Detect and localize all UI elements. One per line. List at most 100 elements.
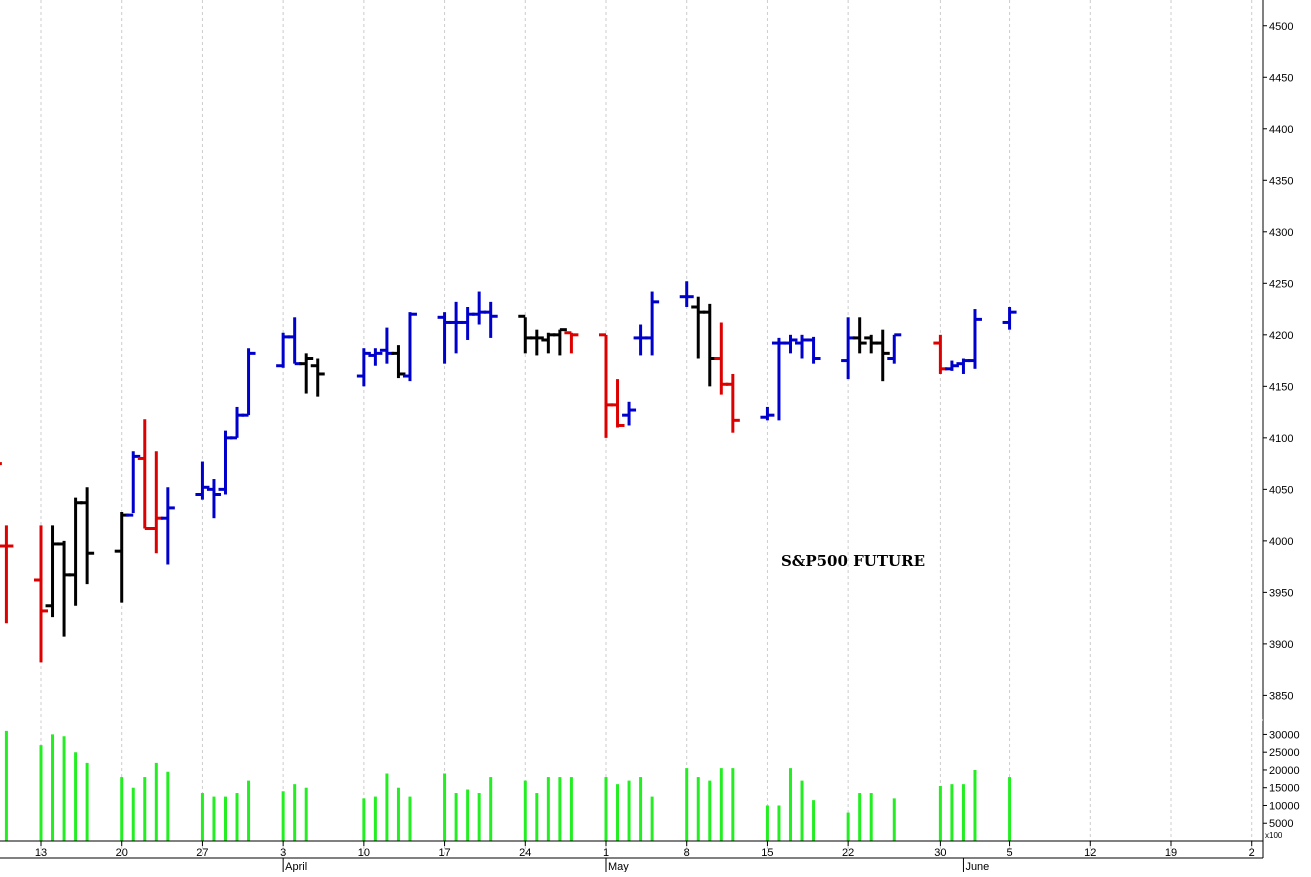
ohlc-bar	[760, 406, 775, 421]
price-tick-label: 4300	[1269, 227, 1293, 239]
date-tick-label: 10	[358, 847, 370, 859]
ohlc-bar	[702, 303, 717, 387]
ohlc-bar	[645, 291, 660, 356]
price-tick-label: 4250	[1269, 278, 1293, 290]
ohlc-bar	[967, 309, 982, 369]
ohlc-bar	[241, 348, 256, 417]
price-tick-label: 4150	[1269, 381, 1293, 393]
ohlc-bar	[137, 419, 152, 531]
ohlc-bar	[622, 401, 637, 426]
price-tick-label: 4000	[1269, 536, 1293, 548]
volume-tick-label: 15000	[1269, 783, 1300, 795]
date-tick-label: 15	[761, 847, 773, 859]
date-tick-label: 27	[196, 847, 208, 859]
month-label: April	[285, 861, 307, 872]
ohlc-bar	[391, 345, 406, 379]
ohlc-bar	[0, 462, 2, 466]
ohlc-bar	[852, 317, 867, 354]
date-tick-label: 19	[1165, 847, 1177, 859]
ohlc-bar	[806, 336, 821, 364]
ohlc-bar	[795, 334, 810, 359]
ohlc-bar	[599, 333, 613, 438]
volume-tick-label: 10000	[1269, 800, 1300, 812]
ohlc-bar	[437, 312, 452, 364]
ohlc-bar	[610, 379, 625, 428]
ohlc-bar	[679, 281, 694, 308]
ohlc-bar	[206, 479, 221, 519]
price-tick-label: 4350	[1269, 175, 1293, 187]
date-tick-label: 12	[1084, 847, 1096, 859]
chart-title: S&P500 FUTURE	[781, 552, 925, 570]
price-tick-label: 3900	[1269, 639, 1293, 651]
volume-bars	[4, 730, 1012, 841]
volume-tick-label: 20000	[1269, 765, 1300, 777]
ohlc-bar	[449, 301, 464, 354]
volume-tick-label: 5000	[1269, 818, 1293, 830]
ohlc-bar	[230, 406, 245, 440]
ohlc-bar	[57, 540, 72, 637]
volume-unit-label: x100	[1265, 831, 1283, 840]
ohlc-bar	[483, 301, 498, 338]
ohlc-bar	[34, 525, 48, 663]
date-tick-label: 20	[116, 847, 128, 859]
ohlc-bar	[310, 358, 325, 397]
date-tick-label: 24	[519, 847, 531, 859]
ohlc-bar	[80, 487, 95, 585]
ohlc-bar	[725, 373, 740, 433]
date-tick-label: 30	[934, 847, 946, 859]
price-tick-label: 4500	[1269, 21, 1293, 33]
ohlc-bar	[518, 314, 533, 354]
ohlc-bar	[299, 353, 314, 394]
ohlc-bar	[287, 317, 302, 366]
ohlc-bar	[1002, 307, 1017, 330]
ohlc-bar	[45, 525, 60, 618]
ohlc-bar	[841, 317, 856, 380]
date-tick-label: 3	[280, 847, 286, 859]
month-label: May	[608, 861, 629, 872]
volume-tick-label: 30000	[1269, 729, 1300, 741]
price-tick-label: 4450	[1269, 72, 1293, 84]
ohlc-bar	[402, 312, 417, 382]
ohlc-bar	[126, 451, 141, 517]
ohlc-bar	[368, 348, 383, 366]
ohlc-bar	[944, 360, 959, 371]
ohlc-bar	[887, 333, 902, 364]
ohlc-bar	[783, 334, 798, 354]
ohlc-bar	[114, 512, 129, 603]
price-tick-label: 3850	[1269, 690, 1293, 702]
month-label: June	[965, 861, 989, 872]
price-tick-label: 4100	[1269, 433, 1293, 445]
price-bars	[0, 281, 1017, 663]
price-tick-label: 4200	[1269, 330, 1293, 342]
price-tick-label: 4400	[1269, 124, 1293, 136]
ohlc-bar	[160, 487, 175, 565]
gridlines	[40, 0, 1253, 858]
price-tick-label: 4050	[1269, 484, 1293, 496]
ohlc-bar	[552, 328, 567, 356]
ohlc-bar	[875, 329, 890, 382]
price-tick-label: 3950	[1269, 587, 1293, 599]
ohlc-bar	[771, 337, 786, 421]
date-tick-label: 2	[1249, 847, 1255, 859]
ohlc-bar	[564, 331, 579, 354]
date-tick-label: 13	[35, 847, 47, 859]
date-tick-label: 8	[684, 847, 690, 859]
date-tick-label: 17	[438, 847, 450, 859]
ohlc-bar	[529, 329, 544, 356]
ohlc-bar	[68, 497, 83, 606]
ohlc-bar	[218, 430, 233, 495]
date-tick-label: 5	[1007, 847, 1013, 859]
date-tick-label: 22	[842, 847, 854, 859]
volume-tick-label: 25000	[1269, 747, 1300, 759]
ohlc-bar	[691, 296, 706, 359]
ohlc-bar	[633, 324, 648, 356]
date-tick-label: 1	[603, 847, 609, 859]
ohlc-bar	[195, 461, 210, 500]
ohlc-bar	[0, 525, 14, 624]
ohlc-bar	[460, 307, 475, 340]
ohlc-bar	[356, 348, 371, 387]
ohlc-bar	[379, 327, 394, 364]
